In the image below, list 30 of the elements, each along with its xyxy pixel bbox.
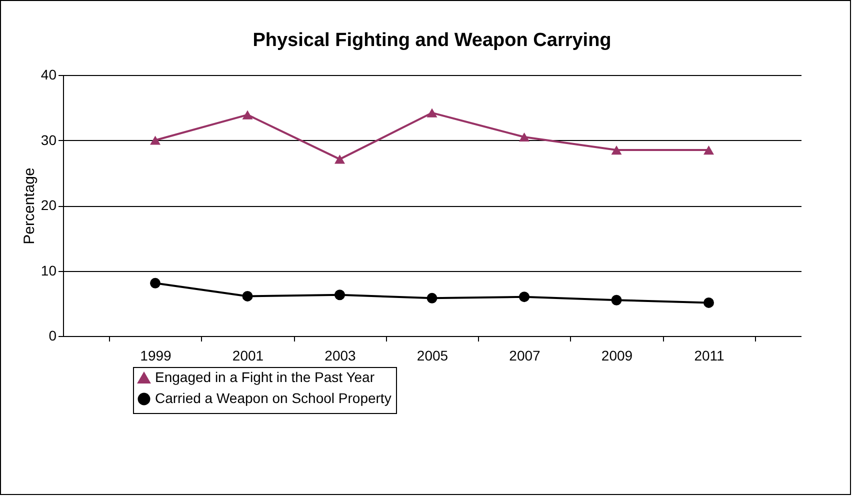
y-tick-label: 10 (40, 262, 57, 278)
point (426, 108, 438, 118)
legend-label: Engaged in a Fight in the Past Year (155, 369, 375, 385)
y-tick-label: 20 (40, 197, 57, 213)
point (611, 145, 622, 155)
x-tick-label: 2003 (324, 348, 356, 364)
y-tick-label: 0 (48, 328, 57, 344)
point (334, 154, 345, 164)
chart-title: Physical Fighting and Weapon Carrying (252, 30, 612, 51)
point (704, 297, 714, 308)
y-tick-label: 40 (40, 66, 57, 82)
point (242, 290, 253, 302)
x-tick-label: 1999 (140, 348, 172, 364)
point (426, 292, 438, 304)
point (150, 278, 160, 288)
x-tick-label: 2005 (416, 348, 448, 364)
legend-label: Carried a Weapon on School Property (155, 390, 392, 406)
y-tick-label: 30 (40, 132, 57, 148)
point (334, 290, 345, 300)
x-tick-label: 2001 (232, 348, 264, 364)
point (242, 110, 253, 120)
point (150, 136, 160, 145)
x-tick-label: 2007 (509, 348, 541, 364)
y-axis-title: Percentage (20, 168, 38, 244)
x-tick-label: 2011 (694, 348, 725, 364)
point (519, 292, 530, 302)
x-tick-label: 2009 (601, 348, 633, 364)
point (704, 145, 714, 155)
point (611, 294, 622, 306)
point (519, 132, 530, 142)
